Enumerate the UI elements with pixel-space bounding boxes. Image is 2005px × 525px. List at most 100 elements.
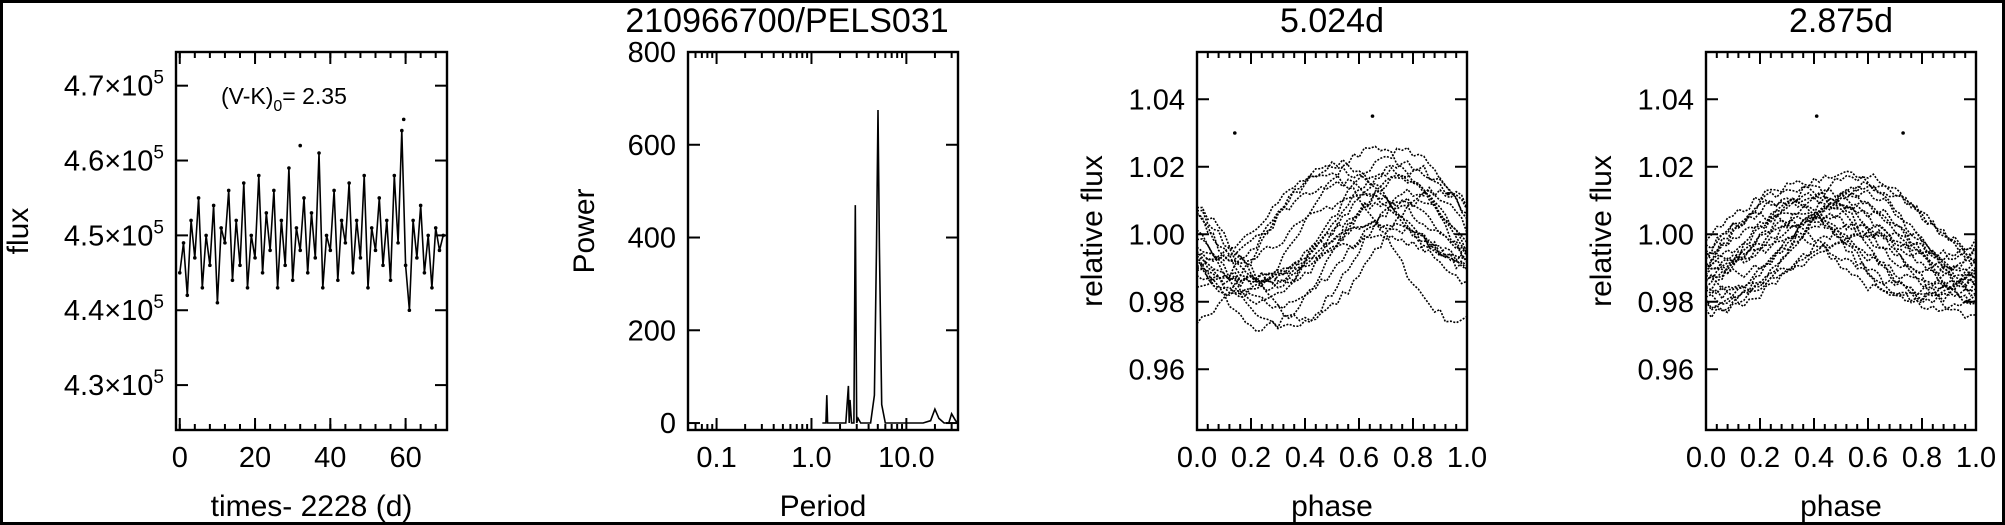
y-tick-label: 4.6×105 xyxy=(64,143,164,178)
figure-title: 210966700/PELS031 xyxy=(625,2,948,40)
light-curve-point xyxy=(351,271,355,275)
light-curve-point xyxy=(234,218,239,223)
light-curve-point xyxy=(290,278,295,283)
light-curve-point xyxy=(241,181,246,185)
y-tick-label: 0 xyxy=(660,408,676,440)
light-curve-point xyxy=(354,218,359,223)
light-curve-point xyxy=(373,248,378,253)
phased-curve-1 xyxy=(1706,228,1976,292)
light-curve-point xyxy=(196,196,201,200)
y-tick-label: 1.04 xyxy=(1638,84,1694,116)
light-curve-point xyxy=(193,256,197,260)
plot-area-4 xyxy=(1706,114,1976,320)
phased-curve-1 xyxy=(1706,235,1976,296)
x-tick-label: 1.0 xyxy=(791,442,831,474)
y-tick-label: 0.98 xyxy=(1129,287,1185,319)
light-curve-point xyxy=(437,248,442,253)
x-tick-label: 0 xyxy=(172,442,188,474)
phased-curve-1 xyxy=(1197,188,1467,322)
panel-3: 0.0 0.2 0.4 0.6 0.8 1.0 0.96 0.98 1.00 1.02 1.04 ph… xyxy=(1076,2,1487,523)
y-tick-label: 1.00 xyxy=(1638,219,1694,251)
light-curve-point xyxy=(283,263,287,268)
y-tick-exponent: 5 xyxy=(153,143,164,164)
color-index-annotation: (V-K)0= 2.35 xyxy=(221,83,347,115)
x-tick-label: 20 xyxy=(239,442,271,474)
phased-curve-1 xyxy=(1197,186,1467,330)
y-tick-times-ten: ×10 xyxy=(104,220,153,252)
x-axis-label: phase xyxy=(1291,490,1373,523)
x-tick-label: 0.4 xyxy=(1794,442,1834,474)
light-curve-point xyxy=(245,285,250,290)
y-tick-mantissa: 4.5 xyxy=(64,220,104,252)
panel-2: 0.1 1.0 10.0 0 200 400 600 800 Period Power xyxy=(568,37,960,523)
phased-curve-1 xyxy=(1706,210,1976,297)
light-curve-point xyxy=(369,226,374,230)
y-tick-label: 400 xyxy=(628,223,676,255)
light-curve-point xyxy=(426,233,430,238)
light-curve-point xyxy=(396,241,400,245)
light-curve-point xyxy=(268,248,272,253)
x-tick-label: 0.0 xyxy=(1177,442,1217,474)
outlier-point xyxy=(1370,114,1375,118)
phased-curve-1 xyxy=(1706,230,1976,297)
light-curve-point xyxy=(249,233,254,238)
y-tick-exponent: 5 xyxy=(153,217,164,238)
phased-curve-1 xyxy=(1197,160,1467,289)
outlier-point xyxy=(1233,131,1237,135)
outlier-point xyxy=(1446,191,1450,196)
y-tick-label: 0.98 xyxy=(1638,287,1694,319)
phased-curve-1 xyxy=(1197,219,1467,295)
y-tick-label: 1.02 xyxy=(1638,152,1694,184)
light-curve-point xyxy=(317,151,321,155)
phased-curve-1 xyxy=(1706,215,1976,291)
light-curve-point xyxy=(279,218,284,223)
phased-curve-1 xyxy=(1706,179,1976,261)
x-axis-label: Period xyxy=(780,490,867,523)
light-curve-point xyxy=(305,271,310,275)
x-axis-label: phase xyxy=(1800,490,1882,523)
y-tick-mantissa: 4.4 xyxy=(64,295,104,327)
light-curve-point xyxy=(264,211,269,215)
x-tick-label: 1.0 xyxy=(1956,442,1996,474)
light-curve-point xyxy=(298,248,303,253)
light-curve-point xyxy=(400,128,404,133)
y-tick-label: 1.00 xyxy=(1129,219,1185,251)
light-curve-point xyxy=(204,233,208,238)
phased-curve-1 xyxy=(1706,197,1976,305)
y-tick-label: 1.04 xyxy=(1129,84,1185,116)
annotation-subscript: 0 xyxy=(273,98,282,115)
phased-curve-1 xyxy=(1197,197,1467,310)
x-tick-label: 60 xyxy=(389,442,421,474)
light-curve-point xyxy=(433,226,438,230)
y-tick-mantissa: 4.3 xyxy=(64,370,104,402)
x-tick-label: 0.2 xyxy=(1231,442,1271,474)
y-tick-mantissa: 4.6 xyxy=(64,146,104,178)
phased-curve-1 xyxy=(1706,170,1976,282)
light-curve-point xyxy=(208,263,212,268)
phased-curve-1 xyxy=(1197,164,1467,263)
light-curve-point xyxy=(257,173,261,178)
plot-area-3 xyxy=(1197,114,1467,333)
outlier-point xyxy=(401,117,406,122)
light-curve-point xyxy=(336,278,340,283)
phased-curve-1 xyxy=(1706,220,1976,314)
light-curve-point xyxy=(343,241,348,245)
phased-curve-1 xyxy=(1706,188,1976,261)
light-curve-point xyxy=(407,308,412,313)
phased-curve-1 xyxy=(1197,176,1467,333)
light-curve-point xyxy=(185,293,190,298)
panel-title: 5.024d xyxy=(1280,2,1384,40)
light-curve-point xyxy=(189,218,193,223)
light-curve-point xyxy=(230,278,235,283)
plot-area-2 xyxy=(822,109,958,424)
light-curve-point xyxy=(403,263,408,268)
light-curve-point xyxy=(422,271,427,275)
light-curve-point xyxy=(211,203,216,208)
light-curve-point xyxy=(339,218,344,223)
y-tick-label: 4.5×105 xyxy=(64,217,164,252)
phased-curve-1 xyxy=(1706,212,1976,290)
light-curve-point xyxy=(253,256,257,260)
light-curve-point xyxy=(332,188,336,193)
x-tick-label: 0.8 xyxy=(1393,442,1433,474)
